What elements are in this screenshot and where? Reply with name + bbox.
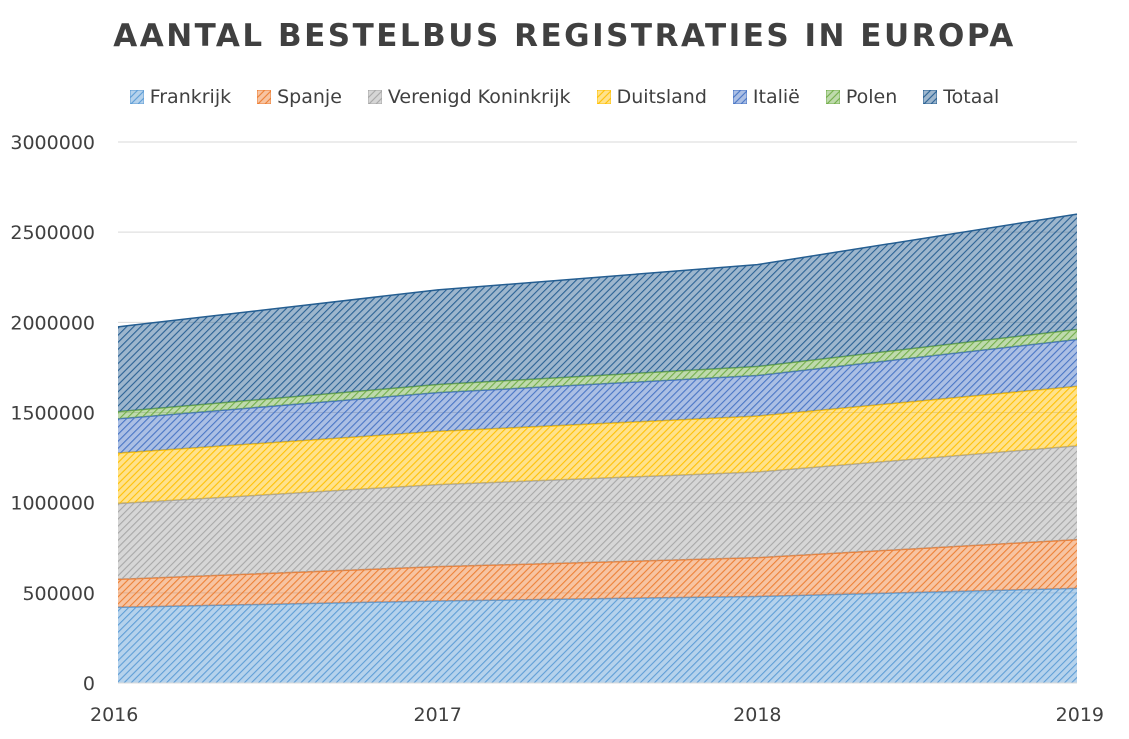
area-totaal bbox=[118, 214, 1077, 412]
x-tick-label: 2017 bbox=[413, 704, 461, 726]
area-polen bbox=[118, 329, 1077, 419]
x-tick-label: 2016 bbox=[90, 704, 138, 726]
legend-item-verenigd-koninkrijk: Verenigd Koninkrijk bbox=[367, 86, 571, 108]
area-edge-totaal bbox=[117, 213, 1078, 328]
legend: Frankrijk Spanje Verenigd Koninkrijk Duitsl… bbox=[0, 84, 1129, 110]
legend-label: Duitsland bbox=[616, 86, 707, 108]
area-italie bbox=[118, 339, 1077, 454]
legend-item-frankrijk: Frankrijk bbox=[129, 86, 232, 108]
x-tick-label: 2019 bbox=[1056, 704, 1104, 726]
legend-swatch bbox=[923, 90, 938, 104]
legend-label: Spanje bbox=[277, 86, 342, 108]
x-tick-label: 2018 bbox=[733, 704, 781, 726]
legend-item-totaal: Totaal bbox=[923, 86, 999, 108]
legend-swatch bbox=[825, 90, 840, 104]
y-tick-label: 2500000 bbox=[10, 222, 95, 244]
area-spanje bbox=[118, 539, 1077, 608]
legend-label: Verenigd Koninkrijk bbox=[387, 86, 571, 108]
legend-item-spanje: Spanje bbox=[257, 86, 342, 108]
area-edge-duitsland bbox=[117, 385, 1078, 454]
legend-swatch bbox=[596, 90, 611, 104]
y-tick-label: 1000000 bbox=[10, 493, 95, 515]
y-tick-label: 1500000 bbox=[10, 403, 95, 425]
legend-item-duitsland: Duitsland bbox=[596, 86, 707, 108]
y-tick-label: 500000 bbox=[22, 583, 95, 605]
area-verenigd-koninkrijk bbox=[118, 445, 1077, 580]
legend-swatch bbox=[367, 90, 382, 104]
area-series bbox=[117, 213, 1078, 683]
area-frankrijk bbox=[118, 588, 1077, 683]
legend-label: Italië bbox=[752, 86, 800, 108]
chart-title: AANTAL BESTELBUS REGISTRATIES IN EUROPA bbox=[113, 18, 1016, 54]
legend-swatch bbox=[129, 90, 144, 104]
legend-item-polen: Polen bbox=[825, 86, 898, 108]
legend-label: Polen bbox=[845, 86, 898, 108]
legend-label: Frankrijk bbox=[149, 86, 232, 108]
area-duitsland bbox=[118, 386, 1077, 504]
y-tick-label: 3000000 bbox=[10, 132, 95, 154]
y-tick-label: 0 bbox=[83, 673, 95, 695]
legend-item-italie: Italië bbox=[732, 86, 800, 108]
legend-swatch bbox=[257, 90, 272, 104]
legend-swatch bbox=[732, 90, 747, 104]
axes: 0 500000 1000000 1500000 2000000 2500000 30000… bbox=[10, 132, 1104, 726]
y-tick-label: 2000000 bbox=[10, 312, 95, 334]
legend-label: Totaal bbox=[943, 86, 1000, 108]
